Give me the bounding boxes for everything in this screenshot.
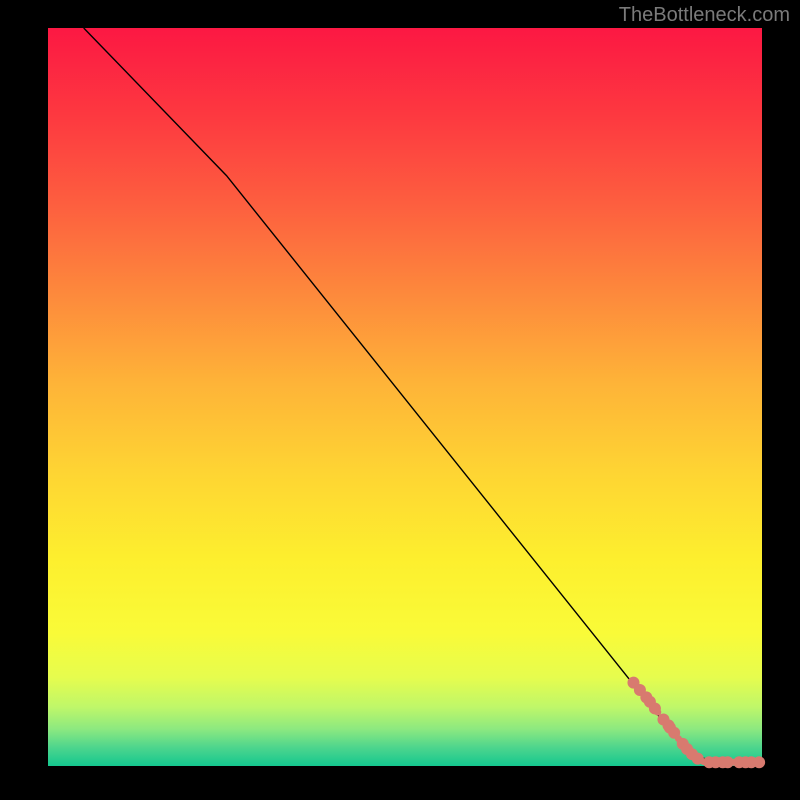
- data-point: [753, 756, 765, 768]
- watermark-text: TheBottleneck.com: [619, 4, 790, 27]
- trend-curve: [84, 28, 762, 762]
- chart-root: TheBottleneck.com: [0, 0, 800, 800]
- plot-overlay: [48, 28, 762, 766]
